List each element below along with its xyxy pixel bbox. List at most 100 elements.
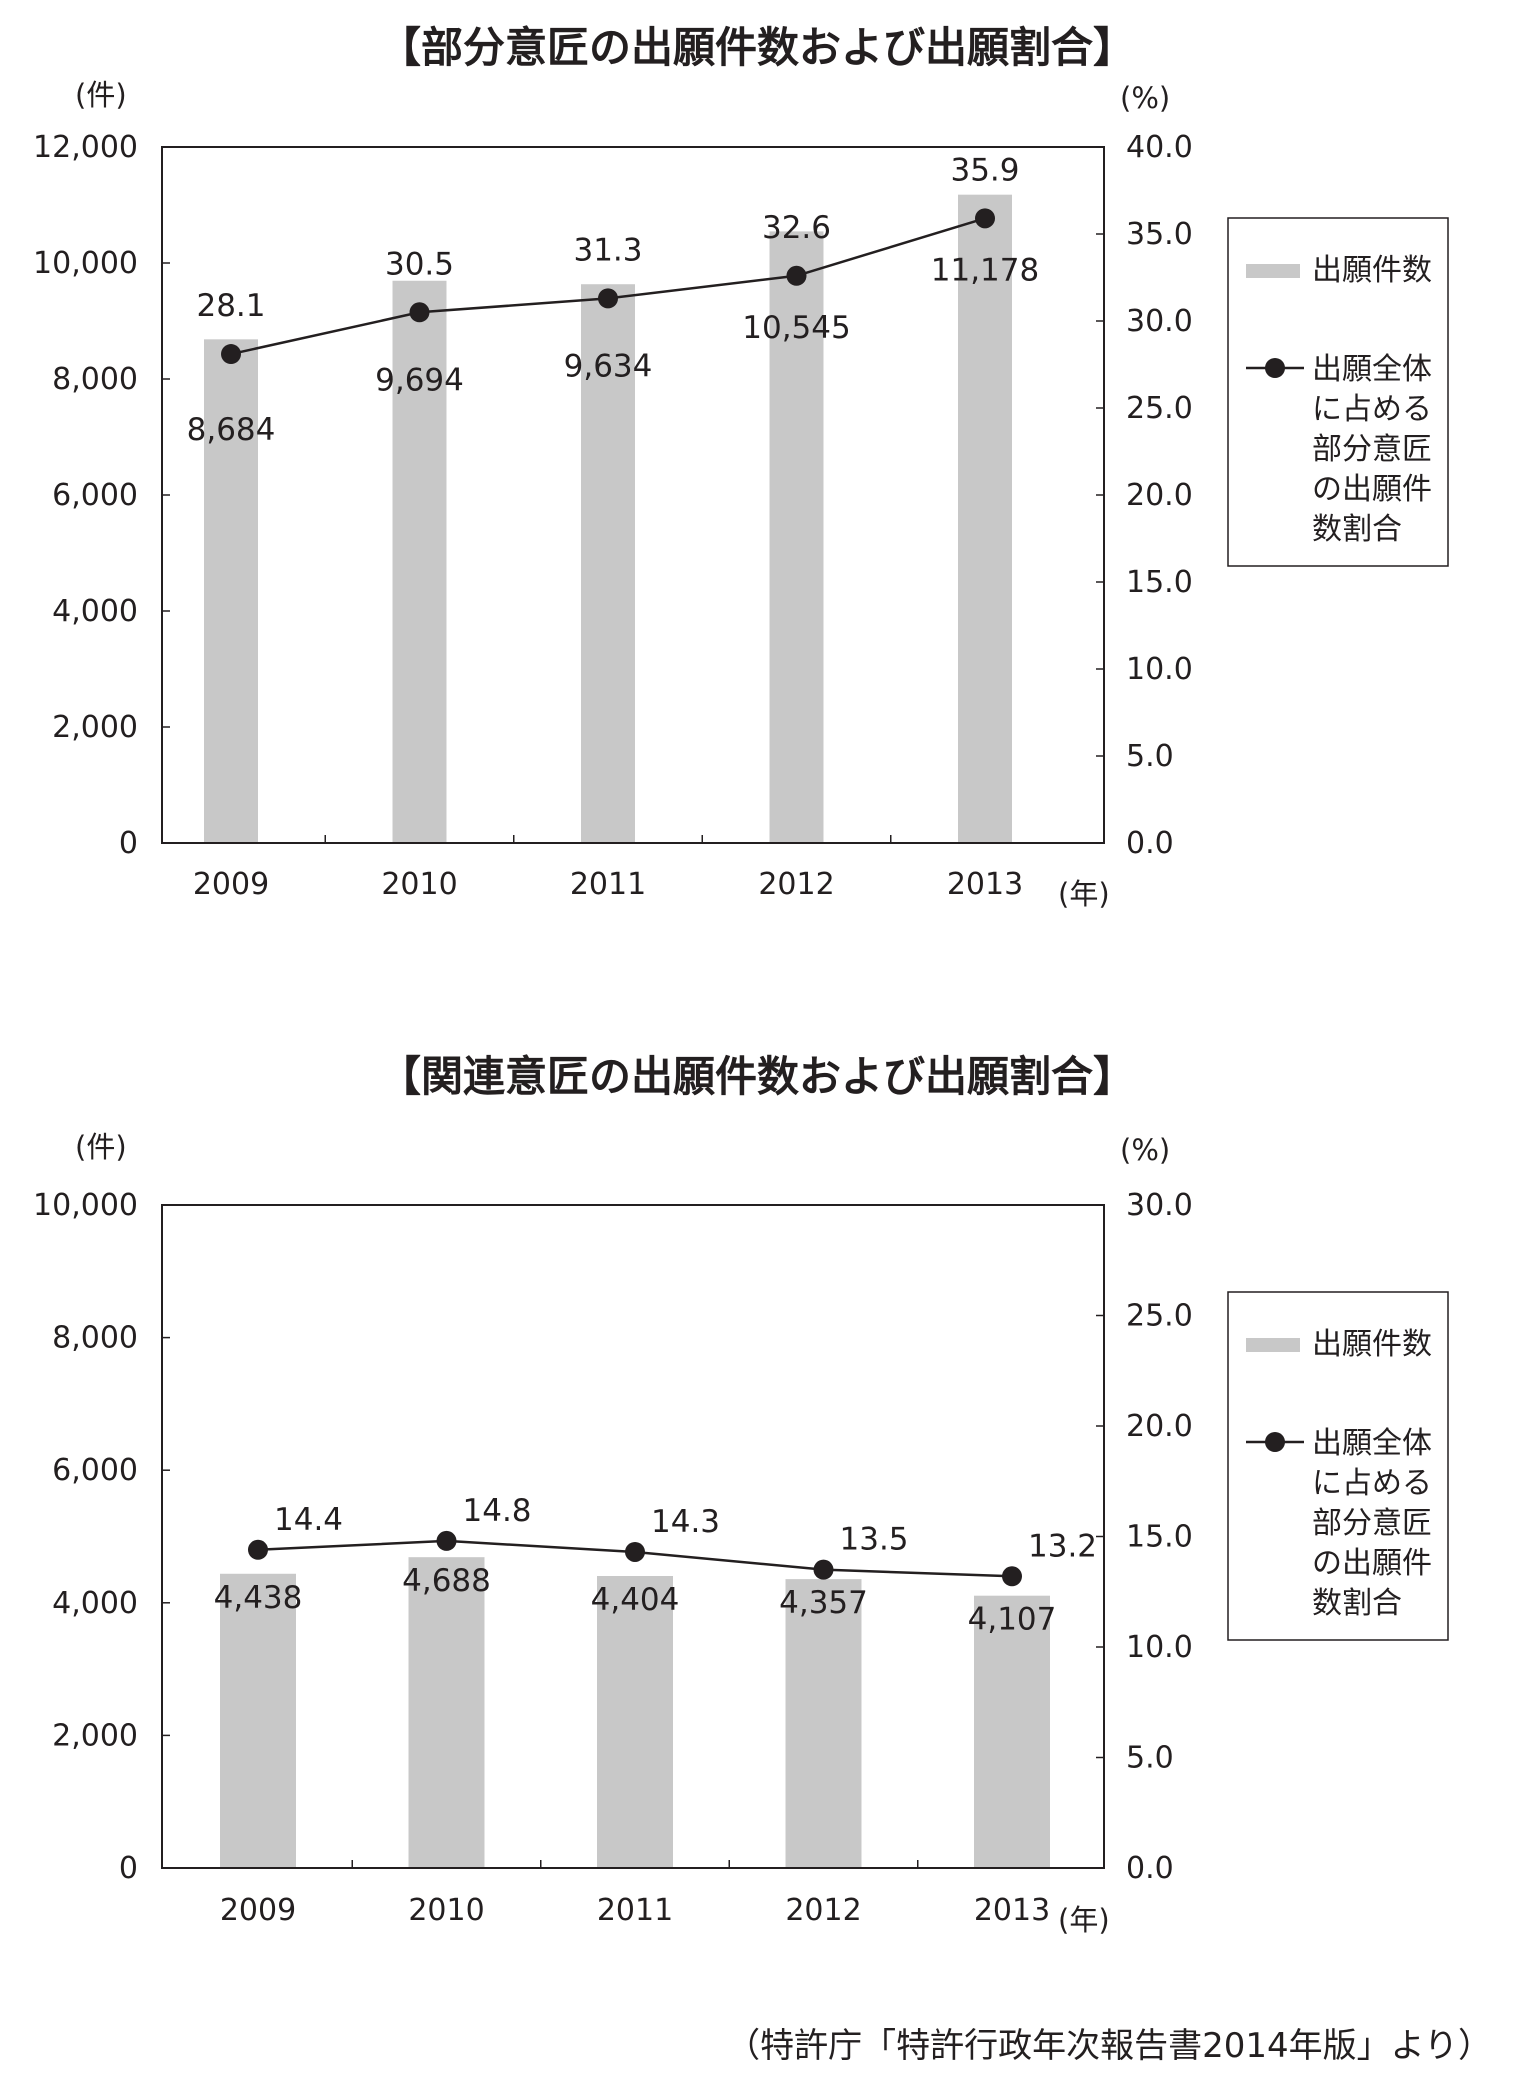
line-point-2011 bbox=[625, 1541, 645, 1562]
y-tick-label: 2,000 bbox=[52, 1718, 138, 1753]
y-tick-label: 4,000 bbox=[52, 1586, 138, 1621]
line-data-label: 31.3 bbox=[573, 232, 642, 268]
line-data-label: 32.6 bbox=[762, 210, 831, 246]
y2-tick-label: 25.0 bbox=[1126, 1299, 1193, 1334]
bar-2010 bbox=[392, 280, 447, 843]
bar-2011 bbox=[581, 284, 635, 843]
legend-bar-label: 出願件数 bbox=[1312, 1327, 1432, 1362]
line-data-label: 14.8 bbox=[463, 1493, 532, 1529]
y2-tick-label: 25.0 bbox=[1126, 391, 1193, 426]
legend-line-label: に占める bbox=[1312, 1466, 1432, 1501]
bar-2012 bbox=[785, 1579, 862, 1868]
source-note: （特許庁「特許行政年次報告書2014年版」より） bbox=[726, 2026, 1492, 2066]
legend-line-marker bbox=[1265, 358, 1285, 378]
y-tick-label: 0 bbox=[119, 826, 138, 861]
legend-line-label: 部分意匠 bbox=[1312, 1506, 1432, 1541]
bar-data-label: 9,694 bbox=[375, 362, 464, 398]
x-tick-label: 2012 bbox=[758, 867, 834, 902]
legend-line-label: の出願件 bbox=[1312, 1546, 1432, 1581]
legend-line-label: 数割合 bbox=[1312, 1586, 1402, 1621]
chart1-svg: 0 2,000 4,000 6,000 8,000 10,000 12,000 0.0 5.0 1… bbox=[33, 78, 1449, 911]
x-tick-label: 2011 bbox=[570, 867, 646, 902]
legend-bar-swatch bbox=[1246, 1338, 1300, 1352]
y-unit-label: (件) bbox=[75, 78, 127, 112]
y-tick-label: 10,000 bbox=[33, 1188, 138, 1223]
bar-data-label: 10,545 bbox=[742, 310, 850, 346]
bar-2009 bbox=[220, 1573, 296, 1868]
x-tick-label: 2009 bbox=[220, 1893, 296, 1928]
y2-tick-label: 20.0 bbox=[1126, 1409, 1193, 1444]
y-tick-label: 10,000 bbox=[33, 246, 138, 281]
line-data-label: 14.3 bbox=[651, 1504, 720, 1540]
y-tick-label: 4,000 bbox=[52, 594, 138, 629]
y2-tick-label: 30.0 bbox=[1126, 304, 1193, 339]
y2-tick-label: 20.0 bbox=[1126, 478, 1193, 513]
x-tick-label: 2013 bbox=[974, 1893, 1050, 1928]
x-unit-label: (年) bbox=[1058, 877, 1110, 911]
legend-line-label: に占める bbox=[1312, 392, 1432, 427]
bar-data-label: 4,107 bbox=[968, 1602, 1057, 1638]
line-point-2012 bbox=[813, 1559, 834, 1580]
y2-unit-label: (%) bbox=[1120, 1133, 1170, 1167]
line-point-2009 bbox=[221, 344, 241, 365]
y-tick-label: 8,000 bbox=[52, 362, 138, 397]
legend-line-label: 出願全体 bbox=[1312, 352, 1432, 387]
y2-tick-label: 5.0 bbox=[1126, 1741, 1174, 1776]
line-data-label: 13.5 bbox=[840, 1522, 909, 1558]
bar-2011 bbox=[597, 1576, 673, 1868]
y-tick-label: 8,000 bbox=[52, 1321, 138, 1356]
bar-2010 bbox=[408, 1557, 485, 1868]
x-tick-label: 2013 bbox=[947, 867, 1023, 902]
y2-tick-label: 35.0 bbox=[1126, 217, 1193, 252]
x-tick-label: 2010 bbox=[408, 1893, 484, 1928]
bar-data-label: 8,684 bbox=[187, 412, 276, 448]
bar-2012 bbox=[769, 231, 824, 843]
line-point-2011 bbox=[598, 288, 618, 309]
x-unit-label: (年) bbox=[1058, 1903, 1110, 1937]
line-point-2009 bbox=[248, 1539, 268, 1560]
line-data-label: 14.4 bbox=[274, 1502, 343, 1538]
y2-unit-label: (%) bbox=[1120, 81, 1170, 115]
y-unit-label: (件) bbox=[75, 1130, 127, 1164]
y2-tick-label: 10.0 bbox=[1126, 652, 1193, 687]
x-tick-label: 2009 bbox=[193, 867, 269, 902]
bar-data-label: 9,634 bbox=[564, 348, 653, 384]
bar-data-label: 11,178 bbox=[931, 252, 1039, 288]
x-tick-label: 2011 bbox=[597, 1893, 673, 1928]
line-data-label: 13.2 bbox=[1028, 1528, 1097, 1564]
bar-2013 bbox=[974, 1595, 1050, 1868]
legend-line-marker bbox=[1265, 1432, 1285, 1452]
line-data-label: 35.9 bbox=[950, 152, 1019, 188]
legend-line-label: 出願全体 bbox=[1312, 1426, 1432, 1461]
line-point-2010 bbox=[409, 302, 430, 323]
y2-tick-label: 15.0 bbox=[1126, 565, 1193, 600]
chart2-title: 【関連意匠の出願件数および出願割合】 bbox=[378, 1052, 1135, 1101]
legend-line-label: の出願件 bbox=[1312, 472, 1432, 507]
y2-tick-label: 30.0 bbox=[1126, 1188, 1193, 1223]
y-tick-label: 0 bbox=[119, 1851, 138, 1886]
y2-tick-label: 5.0 bbox=[1126, 739, 1174, 774]
line-point-2013 bbox=[975, 208, 995, 229]
legend-bar-label: 出願件数 bbox=[1312, 253, 1432, 288]
x-tick-label: 2012 bbox=[785, 1893, 861, 1928]
y-tick-label: 6,000 bbox=[52, 1453, 138, 1488]
y2-tick-label: 10.0 bbox=[1126, 1630, 1193, 1665]
bar-data-label: 4,438 bbox=[214, 1580, 303, 1616]
y2-tick-label: 0.0 bbox=[1126, 826, 1174, 861]
legend-line-label: 部分意匠 bbox=[1312, 432, 1432, 467]
line-data-label: 28.1 bbox=[196, 288, 265, 324]
chart2-svg: 0 2,000 4,000 6,000 8,000 10,000 0.0 5.0 10.0 15.… bbox=[33, 1130, 1449, 1937]
y2-tick-label: 0.0 bbox=[1126, 1851, 1174, 1886]
y2-tick-label: 15.0 bbox=[1126, 1520, 1193, 1555]
bar-data-label: 4,688 bbox=[402, 1563, 491, 1599]
bar-2009 bbox=[204, 339, 258, 843]
y-tick-label: 6,000 bbox=[52, 478, 138, 513]
y-tick-label: 12,000 bbox=[33, 130, 138, 165]
y2-tick-label: 40.0 bbox=[1126, 130, 1193, 165]
line-point-2013 bbox=[1002, 1566, 1022, 1587]
line-point-2012 bbox=[786, 265, 807, 286]
legend-line-label: 数割合 bbox=[1312, 512, 1402, 547]
x-tick-label: 2010 bbox=[381, 867, 457, 902]
legend-bar-swatch bbox=[1246, 264, 1300, 278]
bar-data-label: 4,357 bbox=[779, 1585, 868, 1621]
